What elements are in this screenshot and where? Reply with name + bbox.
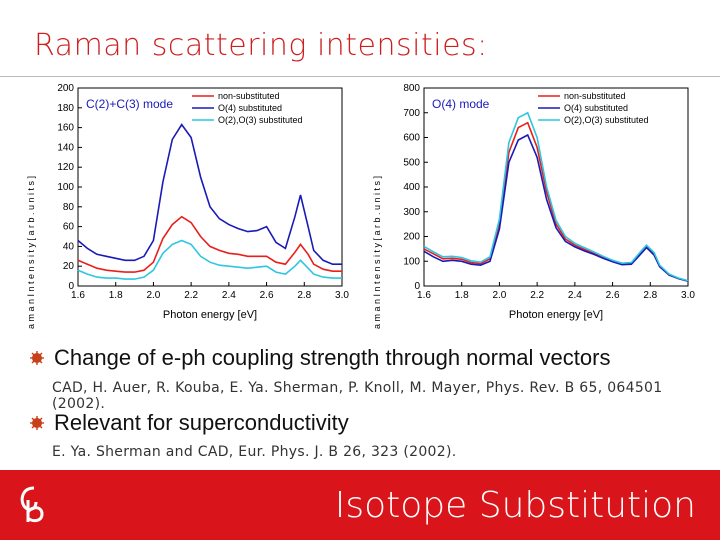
slide-title: Raman scattering intensities:	[34, 28, 488, 63]
legend-label: O(2),O(3) substituted	[564, 115, 649, 125]
x-tick-label: 1.8	[455, 290, 469, 301]
chart-svg: 1.6 1.8 2.0 2.2 2.4 2.6 2.8 3.0 0 100 200 300 400 500…	[372, 83, 695, 330]
x-axis-label: Photon energy [eV]	[509, 309, 603, 321]
y-tick-label: 0	[414, 281, 420, 292]
y-tick-label: 20	[63, 261, 75, 272]
y-tick-label: 500	[403, 157, 420, 168]
x-tick-label: 3.0	[335, 290, 349, 301]
series-line-1	[423, 133, 689, 282]
title-divider	[0, 76, 720, 77]
y-tick-label: 800	[403, 83, 420, 94]
series-line-2	[423, 111, 689, 282]
legend-label: O(4) substituted	[564, 103, 628, 113]
mode-annotation: C(2)+C(3) mode	[86, 97, 173, 111]
reference-1: CAD, H. Auer, R. Kouba, E. Ya. Sherman, …	[52, 380, 663, 412]
y-tick-label: 600	[403, 133, 420, 144]
x-tick-label: 1.6	[417, 290, 431, 301]
x-axis-label: Photon energy [eV]	[163, 309, 257, 321]
bullet-1: Change of e-ph coupling strength through…	[30, 345, 610, 371]
series-line-1	[77, 123, 342, 265]
bullet-1-text: Change of e-ph coupling strength through…	[54, 345, 611, 370]
x-tick-label: 2.2	[530, 290, 544, 301]
y-tick-label: 120	[57, 162, 74, 173]
y-tick-label: 40	[63, 241, 75, 252]
y-tick-label: 160	[57, 123, 74, 134]
x-tick-label: 1.6	[71, 290, 85, 301]
university-logo-icon	[14, 484, 54, 533]
legend-label: O(2),O(3) substituted	[218, 115, 303, 125]
legend-label: O(4) substituted	[218, 103, 282, 113]
reference-2: E. Ya. Sherman and CAD, Eur. Phys. J. B …	[52, 444, 457, 460]
x-tick-label: 2.2	[184, 290, 198, 301]
mode-annotation: O(4) mode	[432, 97, 490, 111]
bullet-sunburst-icon	[30, 416, 44, 430]
x-tick-label: 2.4	[568, 290, 582, 301]
raman-chart-c2c3: 1.6 1.8 2.0 2.2 2.4 2.6 2.8 3.0 0 20 40 60 80 100 120 1…	[22, 80, 352, 330]
series-line-0	[77, 215, 342, 273]
legend-label: non-substituted	[218, 91, 280, 101]
bullet-2-text: Relevant for superconductivity	[54, 410, 349, 435]
raman-chart-o4: 1.6 1.8 2.0 2.2 2.4 2.6 2.8 3.0 0 100 200 300 400 500…	[368, 80, 698, 330]
x-tick-label: 2.8	[297, 290, 311, 301]
x-tick-label: 2.6	[606, 290, 620, 301]
x-tick-label: 2.6	[260, 290, 274, 301]
x-tick-label: 1.8	[109, 290, 123, 301]
bullet-2: Relevant for superconductivity	[30, 410, 349, 436]
y-tick-label: 100	[403, 256, 420, 267]
y-tick-label: 700	[403, 108, 420, 119]
x-tick-label: 2.4	[222, 290, 236, 301]
chart-svg: 1.6 1.8 2.0 2.2 2.4 2.6 2.8 3.0 0 20 40 60 80 100 120 1…	[26, 83, 349, 330]
x-tick-label: 2.0	[146, 290, 160, 301]
series-line-0	[423, 121, 689, 282]
footer-bar: Isotope Substitution	[0, 470, 720, 540]
x-tick-label: 2.0	[492, 290, 506, 301]
y-tick-label: 140	[57, 142, 74, 153]
y-tick-label: 100	[57, 182, 74, 193]
x-tick-label: 2.8	[643, 290, 657, 301]
y-tick-label: 0	[68, 281, 74, 292]
y-axis-label: R a m a n I n t e n s i t y [ a r b . u …	[372, 176, 382, 330]
y-tick-label: 400	[403, 182, 420, 193]
bullet-sunburst-icon	[30, 351, 44, 365]
series-line-2	[77, 239, 342, 280]
footer-title: Isotope Substitution	[334, 485, 696, 526]
y-tick-label: 60	[63, 222, 75, 233]
y-tick-label: 300	[403, 207, 420, 218]
y-tick-label: 200	[403, 232, 420, 243]
y-axis-label: R a m a n I n t e n s i t y [ a r b . u …	[26, 176, 36, 330]
y-tick-label: 80	[63, 202, 75, 213]
legend-label: non-substituted	[564, 91, 626, 101]
y-tick-label: 200	[57, 83, 74, 94]
y-tick-label: 180	[57, 103, 74, 114]
x-tick-label: 3.0	[681, 290, 695, 301]
